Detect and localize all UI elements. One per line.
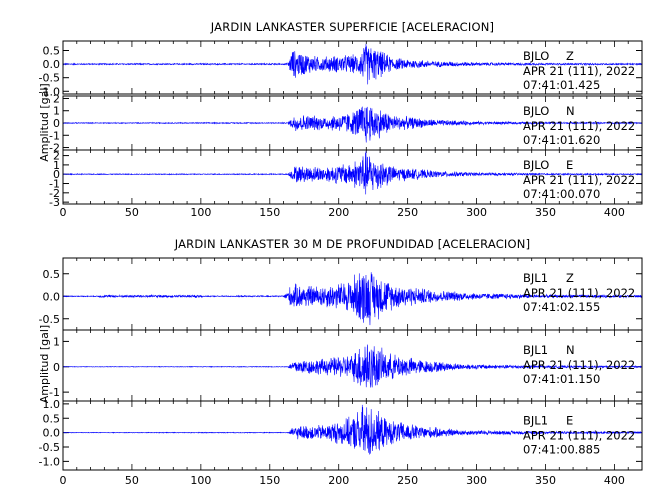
x-tick-label: 200: [328, 206, 349, 219]
y-tick-label: -1.0: [39, 85, 60, 98]
y-tick-label: -1: [49, 386, 60, 399]
trace-component-label: N: [566, 343, 575, 357]
trace-time-label: 07:41:01.620: [523, 133, 600, 147]
waveform-line: [62, 151, 642, 195]
y-tick-label: -1: [49, 129, 60, 142]
y-tick-label: 0.0: [43, 290, 61, 303]
x-tick-label: 200: [328, 474, 349, 487]
waveform-line: [62, 272, 643, 326]
trace-station-label: BJLO: [523, 49, 549, 63]
trace-station-label: BJLO: [523, 158, 549, 172]
trace-station-label: BJLO: [523, 104, 549, 118]
y-tick-label: 0.5: [43, 412, 61, 425]
x-tick-label: 350: [535, 206, 556, 219]
x-tick-label: 300: [466, 206, 487, 219]
trace-date-label: APR 21 (111), 2022: [523, 173, 635, 187]
y-tick-label: -0.5: [39, 72, 60, 85]
trace-time-label: 07:41:01.150: [523, 372, 600, 386]
trace-component-label: N: [566, 104, 575, 118]
trace-date-label: APR 21 (111), 2022: [523, 64, 635, 78]
y-tick-label: 0.5: [43, 268, 61, 281]
y-tick-label: 0: [53, 361, 60, 374]
waveform-line: [62, 106, 643, 143]
x-tick-label: 100: [190, 474, 211, 487]
y-tick-label: -3: [49, 196, 60, 209]
trace-station-label: BJL1: [523, 271, 548, 285]
y-tick-label: -0.5: [39, 441, 60, 454]
waveform-line: [62, 404, 643, 455]
waveform-line: [62, 344, 643, 388]
trace-station-label: BJL1: [523, 413, 548, 427]
trace-time-label: 07:41:02.155: [523, 300, 600, 314]
y-tick-label: -2: [49, 187, 60, 200]
trace-frame: [62, 149, 643, 205]
y-tick-label: 0: [53, 117, 60, 130]
y-tick-label: -2: [49, 142, 60, 155]
trace-component-label: E: [566, 413, 573, 427]
y-tick-label: -0.5: [39, 313, 60, 326]
x-tick-label: 400: [604, 474, 625, 487]
y-tick-label: 1: [53, 105, 60, 118]
trace-component-label: E: [566, 158, 573, 172]
trace-date-label: APR 21 (111), 2022: [523, 286, 635, 300]
x-tick-label: 0: [60, 474, 67, 487]
trace-time-label: 07:41:00.070: [523, 187, 600, 201]
trace-time-label: 07:41:00.885: [523, 442, 600, 456]
x-tick-label: 150: [259, 206, 280, 219]
panel-title: JARDIN LANKASTER SUPERFICIE [ACELERACION…: [210, 20, 494, 34]
trace-time-label: 07:41:01.425: [523, 78, 600, 92]
y-tick-label: 0.5: [43, 45, 61, 58]
trace-component-label: Z: [566, 271, 574, 285]
y-tick-label: -1.0: [39, 455, 60, 468]
trace-frame: [62, 40, 643, 95]
y-tick-label: 0.0: [43, 58, 61, 71]
y-axis-label: Amplitud [gal]: [38, 325, 51, 403]
y-tick-label: 0: [53, 168, 60, 181]
y-axis-label: Amplitud [gal]: [38, 83, 51, 161]
trace-station-label: BJL1: [523, 343, 548, 357]
y-tick-label: -1: [49, 178, 60, 191]
trace-component-label: Z: [566, 49, 574, 63]
trace-date-label: APR 21 (111), 2022: [523, 358, 635, 372]
y-tick-label: 0.0: [43, 427, 61, 440]
x-tick-label: 400: [604, 206, 625, 219]
panel-1: JARDIN LANKASTER SUPERFICIE [ACELERACION…: [38, 20, 643, 219]
y-tick-label: 2: [53, 150, 60, 163]
x-tick-label: 150: [259, 474, 280, 487]
panel-2: JARDIN LANKASTER 30 M DE PROFUNDIDAD [AC…: [38, 237, 643, 487]
trace-date-label: APR 21 (111), 2022: [523, 119, 635, 133]
x-tick-label: 50: [125, 206, 139, 219]
x-tick-label: 100: [190, 206, 211, 219]
panel-title: JARDIN LANKASTER 30 M DE PROFUNDIDAD [AC…: [174, 237, 531, 251]
y-tick-label: 2: [53, 92, 60, 105]
trace-frame: [62, 400, 643, 471]
y-tick-label: 1: [53, 335, 60, 348]
y-tick-label: 1.0: [43, 398, 61, 411]
y-tick-label: 1: [53, 159, 60, 172]
waveform-line: [62, 43, 643, 85]
x-tick-label: 50: [125, 474, 139, 487]
x-tick-label: 250: [397, 206, 418, 219]
x-tick-label: 250: [397, 474, 418, 487]
x-tick-label: 300: [466, 474, 487, 487]
x-tick-label: 0: [60, 206, 67, 219]
x-tick-label: 350: [535, 474, 556, 487]
trace-date-label: APR 21 (111), 2022: [523, 428, 635, 442]
